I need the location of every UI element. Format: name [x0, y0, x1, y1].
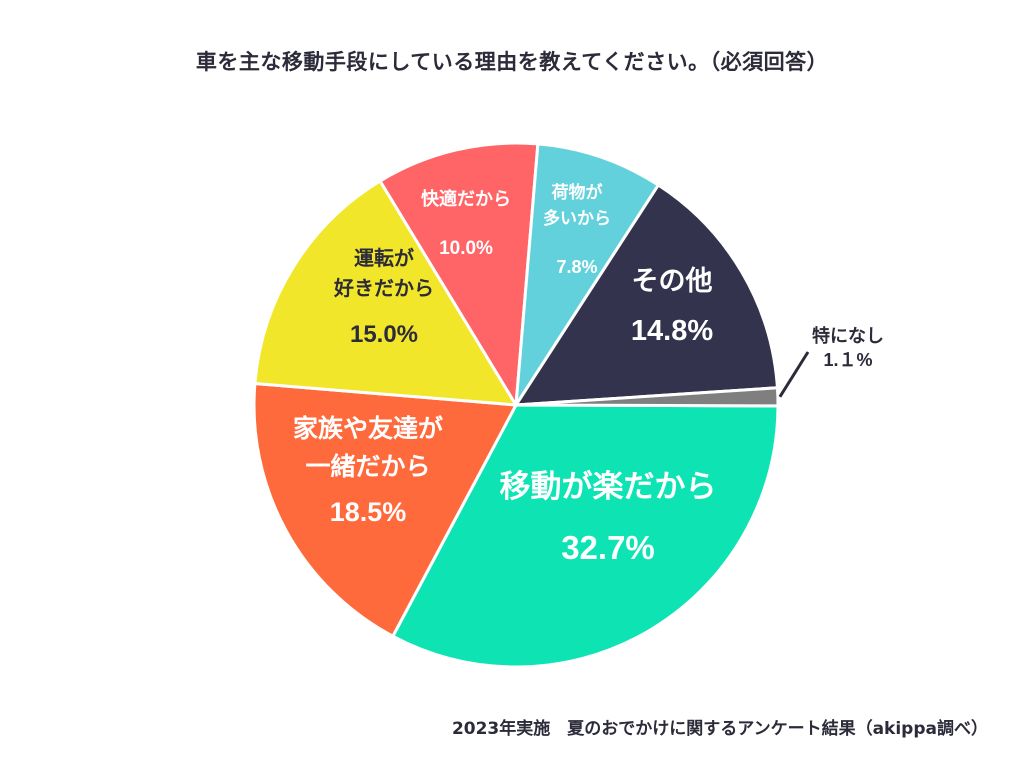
pie-slice — [252, 382, 518, 638]
slice-label: 移動が楽だから — [500, 469, 717, 505]
pie-slice — [391, 403, 780, 669]
callout-line — [778, 351, 810, 398]
slice-label: 特になし — [812, 325, 884, 347]
pie-slice — [378, 141, 540, 407]
pie-slice — [514, 183, 779, 407]
pie-slice — [514, 386, 780, 408]
slice-value: 15.0% — [350, 321, 418, 348]
slice-label: 荷物が多いから — [543, 182, 611, 229]
source-note: 2023年実施 夏のおでかけに関するアンケート結果（akippa調べ） — [451, 719, 988, 739]
slice-value: 14.8% — [631, 315, 713, 347]
slice-label: その他 — [632, 266, 713, 297]
slice-value: 18.5% — [330, 497, 407, 527]
slice-value: 32.7% — [561, 529, 655, 566]
chart-title: 車を主な移動手段にしている理由を教えてください。（必須回答） — [195, 50, 829, 74]
slice-label: 快適だから — [421, 188, 511, 210]
slice-value: 1.１% — [823, 350, 872, 370]
pie-slice — [514, 142, 660, 407]
slice-value: 10.0% — [439, 238, 493, 259]
slice-value: 7.8% — [556, 257, 597, 277]
slice-label: 家族や友達が一緒だから — [293, 414, 443, 481]
slice-label: 運転が好きだから — [333, 246, 434, 300]
pie-slice — [253, 179, 518, 407]
